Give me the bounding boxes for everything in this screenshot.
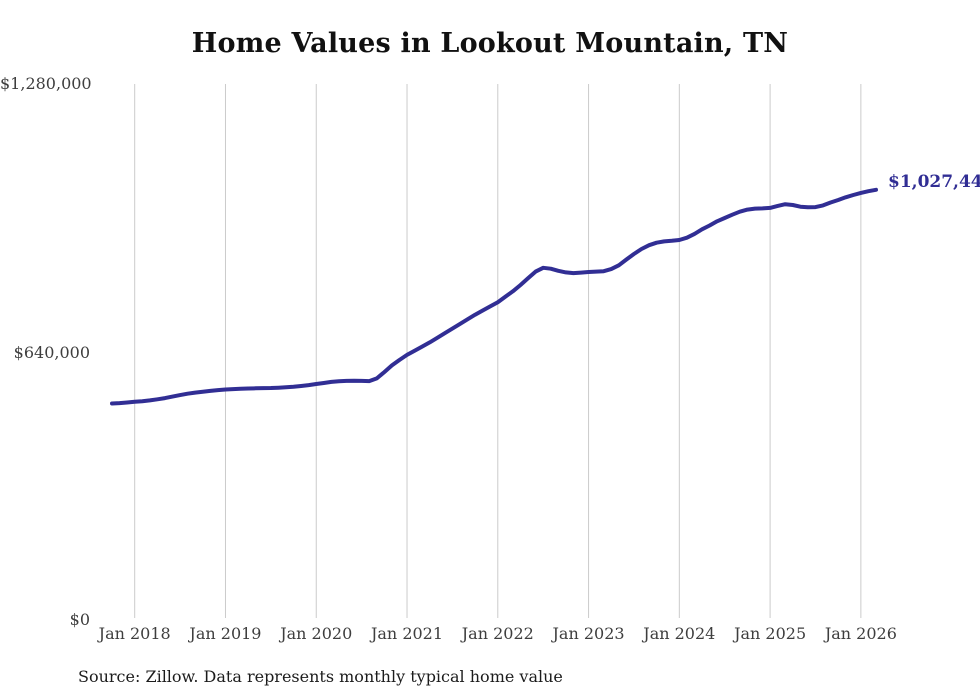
home-value-line [110,187,878,406]
x-axis-tick-label: Jan 2023 [552,624,625,643]
y-axis-tick-label-mid: $640,000 [13,343,90,362]
current-value-label: $1,027,442 [888,172,980,192]
x-axis-tick-label: Jan 2025 [734,624,807,643]
x-axis-tick-label: Jan 2018 [98,624,171,643]
x-axis-tick-label: Jan 2024 [643,624,716,643]
source-note: Source: Zillow. Data represents monthly … [78,667,563,686]
y-axis-tick-label-zero: $0 [69,610,90,629]
x-axis-tick-label: Jan 2022 [461,624,534,643]
y-axis-tick-label-max: $1,280,000 [0,74,92,93]
x-axis-tick-label: Jan 2020 [280,624,353,643]
x-axis-tick-label: Jan 2019 [189,624,262,643]
x-axis-tick-label: Jan 2026 [824,624,897,643]
x-axis-tick-label: Jan 2021 [370,624,444,643]
chart-title: Home Values in Lookout Mountain, TN [191,28,789,59]
